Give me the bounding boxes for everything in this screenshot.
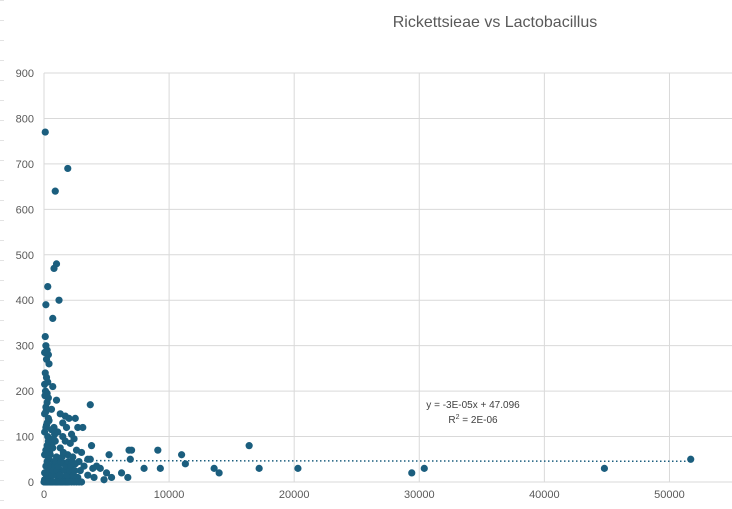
data-point [71, 467, 79, 475]
x-tick-label: 0 [41, 489, 47, 501]
data-point [105, 451, 113, 459]
data-point [79, 423, 87, 432]
data-point [178, 451, 186, 459]
data-point [245, 442, 253, 450]
x-tick-label: 20000 [279, 489, 310, 501]
data-point [44, 437, 52, 445]
data-point [84, 471, 92, 479]
data-point [51, 187, 59, 195]
data-point [41, 410, 49, 418]
data-point [107, 473, 116, 482]
data-point [50, 264, 58, 273]
data-point [420, 464, 428, 472]
y-tick-label: 900 [16, 68, 34, 80]
chart-title: Rickettsieae vs Lactobacillus [392, 14, 598, 31]
data-point [52, 396, 61, 404]
x-tick-label: 30000 [404, 489, 435, 501]
data-point [66, 439, 74, 447]
data-point [65, 414, 73, 422]
scatter-plot: 0 100 200 300 400 500 600 700 800 900 0 10000 20000… [16, 68, 732, 501]
y-tick-label: 700 [16, 159, 34, 171]
trendline [43, 459, 691, 463]
y-tick-label: 100 [16, 432, 34, 444]
data-point [56, 471, 64, 479]
x-tick-label: 40000 [529, 489, 560, 501]
data-point [181, 460, 189, 468]
data-point [64, 164, 72, 173]
data-point [41, 380, 49, 388]
data-point [55, 296, 63, 304]
x-tick-labels: 0 10000 20000 30000 40000 50000 [41, 489, 685, 501]
data-point [77, 448, 86, 457]
x-tick-label: 10000 [154, 489, 185, 501]
data-point [210, 464, 218, 472]
data-point [127, 446, 136, 454]
y-tick-label: 600 [16, 204, 34, 216]
data-point [87, 442, 96, 450]
data-point [74, 423, 82, 432]
data-point [96, 464, 104, 472]
data-point [71, 414, 79, 422]
y-tick-label: 400 [16, 295, 34, 307]
trendline-equation: y = -3E-05x + 47.096 [426, 400, 520, 411]
data-point [49, 382, 57, 391]
x-tick-label: 50000 [654, 489, 685, 501]
data-point [102, 469, 111, 477]
gridlines [43, 72, 732, 483]
data-point [408, 469, 416, 477]
data-point [76, 467, 84, 475]
data-point [255, 464, 263, 472]
data-point [51, 430, 59, 438]
y-tick-label: 300 [16, 341, 34, 353]
data-point [215, 469, 223, 477]
data-point [49, 314, 57, 322]
data-point [59, 448, 67, 457]
data-point [62, 423, 71, 432]
data-point [100, 476, 108, 484]
data-point [68, 457, 76, 466]
data-point [117, 469, 126, 477]
data-point [44, 282, 52, 291]
chart-area[interactable]: Rickettsieae vs Lactobacillus 0 100 200 300… [4, 0, 732, 509]
data-point [47, 405, 56, 413]
data-point [77, 478, 86, 486]
y-tick-label: 0 [28, 477, 34, 489]
y-tick-label: 200 [16, 386, 34, 398]
data-point [294, 464, 302, 472]
y-tick-labels: 0 100 200 300 400 500 600 700 800 900 [16, 68, 34, 489]
trendline-r-squared: R2 = 2E-06 [448, 414, 498, 426]
y-tick-label: 500 [16, 250, 34, 262]
data-point [89, 464, 97, 472]
data-point [86, 401, 94, 409]
data-point [156, 464, 164, 472]
data-point [140, 464, 148, 472]
data-point [44, 394, 52, 402]
data-point [45, 360, 53, 368]
data-point [41, 332, 49, 341]
y-tick-label: 800 [16, 113, 34, 125]
data-point [90, 473, 98, 482]
data-point [124, 473, 132, 482]
data-points [40, 128, 695, 486]
data-point [154, 446, 162, 454]
data-point [42, 301, 50, 309]
data-point [600, 464, 609, 472]
data-point [86, 455, 94, 463]
data-point [126, 455, 134, 463]
data-point [41, 128, 49, 136]
